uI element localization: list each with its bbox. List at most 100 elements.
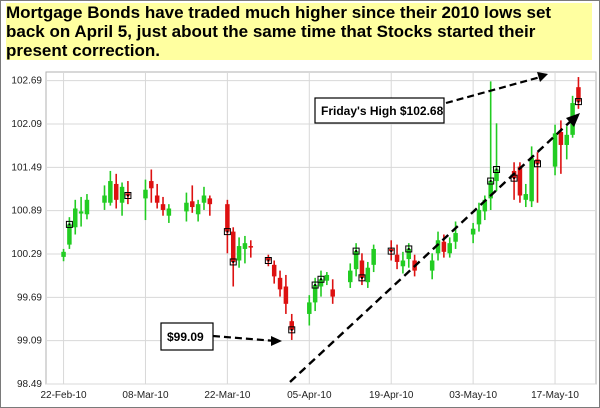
x-tick-label: 08-Mar-10 bbox=[122, 390, 169, 401]
candle-body bbox=[143, 189, 148, 199]
candle bbox=[533, 152, 541, 203]
x-axis-ticks: 22-Feb-10 08-Mar-10 22-Mar-10 05-Apr-10 19-A… bbox=[40, 390, 579, 401]
candle-body bbox=[242, 243, 248, 249]
candle-body bbox=[558, 131, 564, 145]
chart-headline: Mortgage Bonds have traded much higher s… bbox=[6, 3, 592, 60]
candle bbox=[447, 237, 452, 258]
candle-body bbox=[435, 240, 441, 254]
y-tick-label: 100.89 bbox=[11, 206, 42, 217]
candle bbox=[330, 279, 335, 304]
candle bbox=[523, 183, 529, 208]
candle bbox=[119, 182, 125, 216]
uptrend-arrowhead bbox=[566, 113, 580, 127]
candle bbox=[61, 248, 66, 262]
candle bbox=[223, 199, 231, 254]
candle bbox=[352, 243, 360, 277]
candle-body bbox=[529, 157, 534, 202]
candle bbox=[574, 77, 582, 109]
candle-body bbox=[429, 260, 435, 271]
candle-body bbox=[482, 199, 488, 212]
candle-body bbox=[184, 202, 189, 212]
y-tick-label: 101.49 bbox=[11, 162, 42, 173]
candle bbox=[242, 235, 248, 264]
candle-body bbox=[125, 193, 131, 196]
candle bbox=[154, 183, 160, 209]
candle-marker bbox=[229, 258, 237, 266]
candle-body bbox=[78, 211, 84, 214]
candle bbox=[371, 244, 376, 273]
candle bbox=[387, 240, 395, 261]
candle-body bbox=[564, 134, 569, 145]
candle-body bbox=[394, 254, 400, 262]
candle-body bbox=[470, 228, 476, 235]
candle-body bbox=[271, 264, 277, 277]
candle bbox=[248, 240, 254, 258]
x-tick-label: 22-Mar-10 bbox=[204, 390, 251, 401]
candle bbox=[84, 194, 90, 220]
candle-body bbox=[353, 251, 359, 270]
candle-marker-dot bbox=[536, 162, 539, 165]
candle bbox=[207, 195, 213, 216]
candle bbox=[394, 244, 400, 270]
candle bbox=[453, 221, 458, 249]
annotations: Friday's High $102.68 $99.09 bbox=[160, 72, 580, 383]
candle-marker bbox=[352, 247, 360, 255]
candle bbox=[184, 192, 189, 222]
friday-high-arrowhead bbox=[537, 72, 548, 82]
candle-body bbox=[447, 243, 452, 254]
candle-marker bbox=[487, 177, 495, 185]
candle bbox=[195, 199, 201, 222]
candle-body bbox=[488, 181, 493, 199]
candle-body bbox=[190, 201, 195, 208]
candle-body bbox=[324, 274, 330, 281]
candle bbox=[283, 274, 289, 314]
candle-body bbox=[73, 208, 78, 228]
candle-body bbox=[441, 241, 447, 252]
candle-marker bbox=[65, 220, 73, 228]
candle-body bbox=[149, 181, 154, 189]
candle bbox=[317, 270, 325, 297]
candle bbox=[124, 181, 132, 205]
candle-body bbox=[312, 285, 318, 303]
candle bbox=[113, 173, 119, 209]
uptrend-arrow bbox=[289, 119, 573, 383]
candle-marker-dot bbox=[355, 250, 358, 253]
candle-marker bbox=[387, 247, 395, 255]
candle-body bbox=[406, 248, 412, 260]
candle bbox=[102, 185, 107, 210]
candle bbox=[348, 263, 353, 288]
candle-body bbox=[523, 194, 529, 200]
candle-body bbox=[535, 159, 540, 164]
candle-marker-dot bbox=[360, 276, 363, 279]
y-axis-ticks: 98.49 99.09 99.69 100.29 100.89 101.49 102.09 1… bbox=[11, 76, 42, 390]
candle-body bbox=[388, 248, 394, 252]
candle-body bbox=[348, 270, 353, 283]
friday-high-arrow bbox=[445, 74, 545, 105]
candle-body bbox=[102, 195, 107, 203]
x-tick-label: 03-May-10 bbox=[449, 390, 497, 401]
candle-marker-dot bbox=[68, 223, 71, 226]
candle-body bbox=[119, 186, 125, 203]
candle-body bbox=[552, 133, 558, 167]
candle bbox=[564, 126, 569, 160]
candle bbox=[108, 170, 113, 206]
candle bbox=[482, 195, 488, 221]
candle-body bbox=[236, 246, 242, 261]
candle-marker-dot bbox=[513, 177, 516, 180]
candle-marker-dot bbox=[577, 100, 580, 103]
candle-body bbox=[365, 267, 371, 283]
candle-marker bbox=[311, 281, 319, 289]
candle-body bbox=[576, 87, 581, 102]
candle-marker-dot bbox=[232, 260, 235, 263]
candle-marker bbox=[288, 326, 296, 334]
candle-body bbox=[166, 208, 172, 216]
candle bbox=[190, 185, 195, 213]
candle-body bbox=[154, 195, 160, 203]
candle bbox=[160, 196, 166, 216]
candle-body bbox=[517, 166, 523, 196]
candle bbox=[493, 123, 501, 192]
candle bbox=[552, 124, 558, 176]
candle-body bbox=[266, 257, 271, 261]
candle bbox=[510, 162, 518, 200]
